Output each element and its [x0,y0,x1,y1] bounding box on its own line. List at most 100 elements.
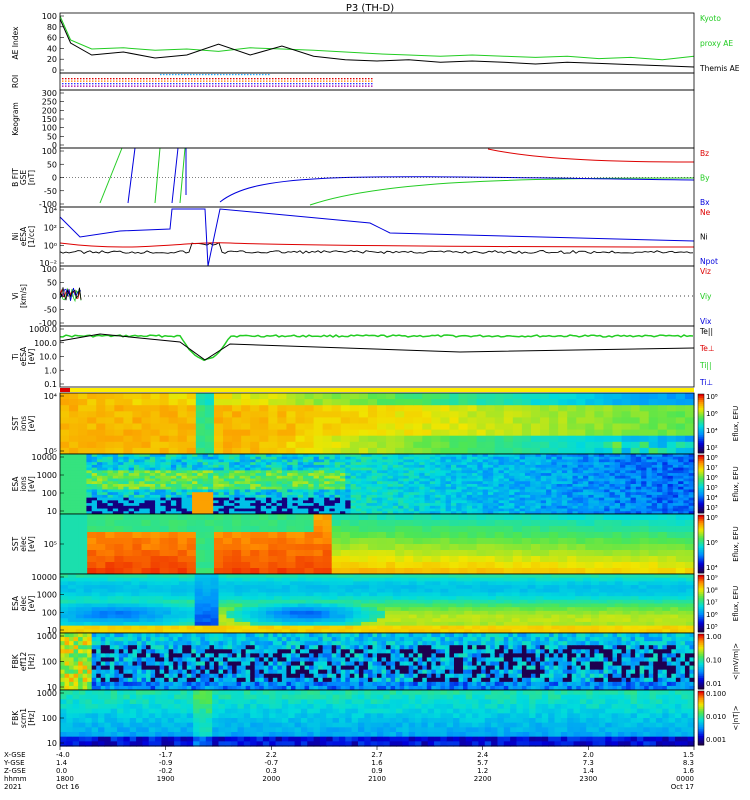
y-axis-label: [eV] [27,349,36,365]
y-axis-label: SST [11,416,20,431]
y-tick-label: 1.0 [44,366,57,375]
cb-esa2: 10⁹ 10⁸ 10⁷ 10⁶ 10⁵ Eflux, EFU [697,574,740,633]
y-tick-label: -50 [44,187,57,196]
panel-sst2: 10⁵ SST elec [eV] [11,513,695,575]
colorbar-tick-label: 0.001 [706,736,726,744]
y-tick-label: 10⁻² [39,259,57,268]
x-axis-value: 7.3 [583,759,594,767]
panel-esa1: 10000 1000 100 10 ESA ions [eV] [11,453,695,516]
legend-entry: Viy [700,292,712,301]
y-axis-label: [1/cc] [27,226,36,247]
y-tick-label: 300 [42,89,57,98]
y-axis-label: GSE [19,170,28,186]
x-axis-value: -4.0 [56,751,70,759]
y-axis-label: [km/s] [19,284,28,308]
x-axis-value: 2100 [368,775,386,783]
colorbar-tick-label: 10⁹ [706,574,718,582]
y-tick-label: 50 [47,160,57,169]
colorbar-tick-label: 10² [706,444,718,452]
y-axis-label: SST [11,537,20,552]
y-axis-label: Ni [11,233,20,241]
colorbar-tick-label: 0.010 [706,713,726,721]
colorbar-tick-label: 10³ [706,504,718,512]
cb-sst1: 10⁸ 10⁶ 10⁴ 10² Eflux, EFU [697,393,740,454]
legend-entry: Te⊥ [699,344,714,353]
series-kyoto-proxy-ae [59,15,695,61]
x-axis-value: 1.2 [477,767,488,775]
legend-entry: Kyoto [700,14,721,23]
y-tick-label: 100 [42,714,57,723]
panel-sst1: 10⁴ 10⁵ SST ions [eV] [11,392,695,456]
y-tick-label: 10 [47,683,57,692]
colorbar-tick-label: 10⁷ [706,599,718,607]
y-tick-label: 0 [52,141,57,150]
colorbar-tick-label: 10⁵ [706,484,718,492]
colorbar-label: <|mV/m|> [732,643,740,680]
y-axis-label: eESA [19,226,28,246]
chart-title: P3 (TH-D) [346,3,394,14]
y-tick-label: -100 [39,319,57,328]
x-axis-value: -0.2 [159,767,173,775]
panel-roi: ROI [11,72,695,91]
colorbar-tick-label: 0.100 [706,690,726,698]
y-axis-label: eff12 [19,652,28,672]
y-axis-label: [eV] [27,476,36,492]
x-axis-value: 0000 [676,775,694,783]
y-tick-label: 60 [47,34,57,43]
legend-entry: Viz [700,267,711,276]
y-tick-label: 40 [47,44,57,53]
legend-entry: Ti⊥ [699,378,713,387]
legend-entry: proxy AE [700,39,733,48]
y-tick-label: 10⁴ [44,206,57,215]
colorbar-tick-label: 10⁵ [706,623,718,631]
y-axis-label: scm1 [19,708,28,728]
x-axis-value: 2.2 [266,751,277,759]
colorbar-label: Eflux, EFU [732,406,740,441]
y-axis-label: ions [19,476,28,491]
x-axis-value: 2200 [474,775,492,783]
y-axis-label: [eV] [27,416,36,432]
x-axis-row-label: hhmm [4,775,27,783]
y-axis-label: AE Index [11,26,20,59]
y-tick-label: 10.0 [39,353,57,362]
x-axis-value: 2000 [262,775,280,783]
y-tick-label: -50 [44,306,57,315]
y-axis-label: [Hz] [27,710,36,726]
x-axis-value: 2300 [579,775,597,783]
y-tick-label: 100 [42,489,57,498]
x-axis-value: 5.7 [477,759,488,767]
y-axis-label: FBK [11,710,20,725]
x-axis-value: 2.0 [583,751,594,759]
y-tick-label: 250 [42,98,57,107]
y-axis-label: [eV] [27,536,36,552]
y-tick-label: 10 [47,626,57,635]
cb-esa1: 10⁸ 10⁷ 10⁶ 10⁵ 10⁴ 10³ Eflux, EFU [697,454,740,514]
colorbar-tick-label: 10⁸ [706,393,718,401]
y-tick-label: 200 [42,106,57,115]
colorbar-tick-label: 10⁴ [706,564,718,572]
y-tick-label: 0 [52,174,57,183]
y-tick-label: 0 [52,66,57,75]
panel-esa2: 10000 1000 100 10 ESA elec [eV] [11,573,695,635]
x-axis-value: 0.0 [56,767,67,775]
y-axis-label: elec [19,596,28,611]
x-axis-value: 2.7 [371,751,382,759]
colorbar-tick-label: 10⁶ [706,474,718,482]
colorbar-tick-label: 10⁶ [706,539,718,547]
legend-entry: Bx [700,198,710,207]
y-tick-label: 150 [42,115,57,124]
y-tick-label: 1000 [37,632,57,641]
x-axis-value: 1.5 [683,751,694,759]
colorbar-label: <|nT|> [732,705,740,730]
y-tick-label: 0 [52,292,57,301]
x-axis-value: -0.9 [159,759,173,767]
y-tick-label: 100.0 [34,339,57,348]
colorbar-label: Eflux, EFU [732,526,740,561]
y-tick-label: 10⁰ [44,241,57,250]
y-axis-label: ESA [11,476,20,492]
y-tick-label: 10000 [32,573,57,582]
y-tick-label: 20 [47,55,57,64]
